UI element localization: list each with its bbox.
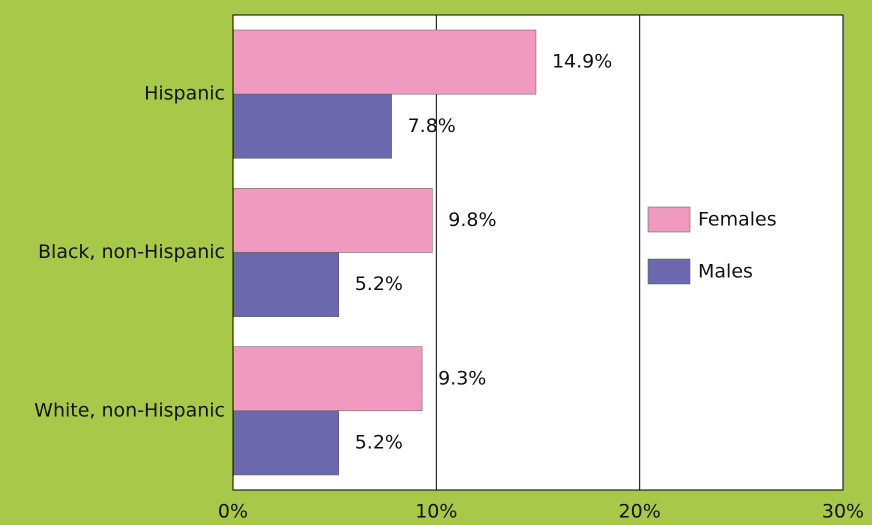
data-label: 9.3% — [438, 367, 486, 389]
legend-swatch — [647, 206, 691, 233]
bar — [232, 346, 423, 412]
bar — [232, 93, 392, 159]
x-tick-label: 10% — [415, 501, 457, 523]
data-label: 14.9% — [552, 51, 612, 73]
data-label: 7.8% — [408, 115, 456, 137]
bar — [232, 29, 537, 95]
x-tick-label: 20% — [619, 501, 661, 523]
legend-label: Males — [698, 261, 753, 283]
data-label: 9.8% — [448, 209, 496, 231]
data-label: 5.2% — [355, 431, 403, 453]
legend-label: Females — [698, 209, 777, 231]
legend-swatch — [647, 258, 691, 285]
bar — [232, 410, 339, 476]
x-tick-label: 30% — [822, 501, 864, 523]
bar — [232, 252, 339, 317]
y-tick-label: Black, non-Hispanic — [38, 241, 225, 263]
x-tick-label: 0% — [218, 501, 248, 523]
bar — [232, 188, 433, 253]
y-tick-label: White, non-Hispanic — [34, 399, 225, 421]
plot-border — [232, 14, 844, 491]
data-label: 5.2% — [355, 273, 403, 295]
y-tick-label: Hispanic — [144, 83, 225, 105]
